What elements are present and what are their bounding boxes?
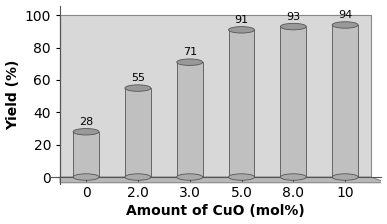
Bar	[332, 25, 358, 177]
Bar	[125, 88, 151, 177]
Polygon shape	[60, 177, 387, 183]
Ellipse shape	[125, 85, 151, 91]
Ellipse shape	[229, 27, 255, 33]
Ellipse shape	[73, 174, 99, 180]
Ellipse shape	[332, 174, 358, 180]
Text: 55: 55	[131, 73, 145, 83]
Bar	[281, 27, 306, 177]
Bar	[229, 30, 255, 177]
Ellipse shape	[177, 59, 203, 65]
Y-axis label: Yield (%): Yield (%)	[7, 59, 21, 130]
Ellipse shape	[125, 174, 151, 180]
Ellipse shape	[281, 174, 306, 180]
Ellipse shape	[73, 129, 99, 135]
Text: 94: 94	[338, 10, 352, 20]
Text: 71: 71	[183, 47, 197, 57]
Ellipse shape	[332, 22, 358, 28]
Ellipse shape	[281, 23, 306, 30]
Text: 93: 93	[286, 12, 300, 22]
Text: 28: 28	[79, 117, 93, 127]
Bar	[177, 62, 203, 177]
Ellipse shape	[177, 174, 203, 180]
Text: 91: 91	[235, 15, 248, 25]
Ellipse shape	[229, 174, 255, 180]
X-axis label: Amount of CuO (mol%): Amount of CuO (mol%)	[126, 204, 305, 218]
Bar	[73, 132, 99, 177]
